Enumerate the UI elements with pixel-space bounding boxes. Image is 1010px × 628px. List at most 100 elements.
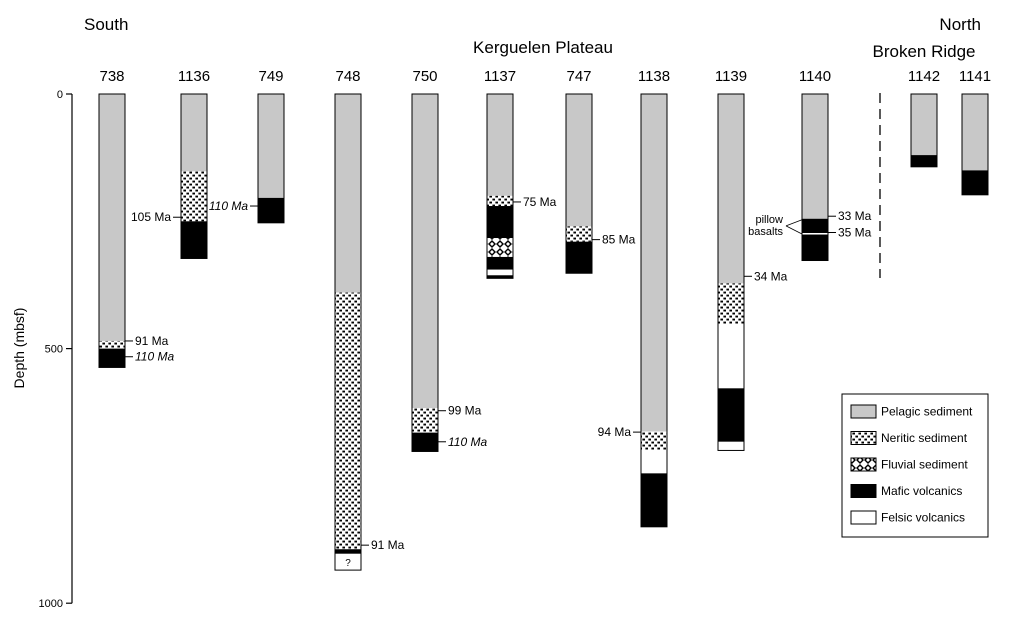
layer-mafic xyxy=(181,221,207,259)
legend-label: Neritic sediment xyxy=(881,431,968,445)
layer-pelagic xyxy=(566,94,592,227)
column-outline xyxy=(961,93,989,196)
column-outline xyxy=(640,93,668,528)
site-column-1140: 1140 33 Ma 35 Ma xyxy=(799,68,872,262)
legend-label: Pelagic sediment xyxy=(881,405,973,419)
site-label: 1136 xyxy=(178,68,210,85)
layer-mafic xyxy=(487,206,513,239)
legend-item-fluvial: Fluvial sediment xyxy=(850,457,968,472)
layer-felsic xyxy=(641,450,667,474)
age-annotation: 94 Ma xyxy=(598,425,632,439)
column-outline xyxy=(98,93,126,368)
column-outline xyxy=(717,93,745,451)
column-outline xyxy=(910,93,938,168)
layer-neritic xyxy=(181,171,207,222)
layer-pelagic xyxy=(335,94,361,293)
broken-ridge-header: Broken Ridge xyxy=(872,42,975,61)
depth-tick-label: 500 xyxy=(45,344,63,356)
site-label: 1140 xyxy=(799,68,831,85)
site-label: 747 xyxy=(566,68,591,85)
kerguelen-plateau-header: Kerguelen Plateau xyxy=(473,38,613,57)
depth-tick-label: 1000 xyxy=(39,598,63,610)
legend: Pelagic sediment Neritic sediment Fluvial … xyxy=(841,393,989,538)
layer-mafic xyxy=(802,234,828,261)
site-label: 1138 xyxy=(638,68,670,85)
layer-mafic xyxy=(718,388,744,442)
age-annotation: 35 Ma xyxy=(838,226,872,240)
south-header: South xyxy=(84,15,128,34)
legend-label: Felsic volcanics xyxy=(881,511,965,525)
layer-felsic xyxy=(718,324,744,389)
legend-label: Fluvial sediment xyxy=(881,458,968,472)
site-label: 1139 xyxy=(715,68,747,85)
layer-neritic xyxy=(487,195,513,207)
layer-mafic xyxy=(487,256,513,270)
layer-mafic xyxy=(962,170,988,195)
column-outline xyxy=(411,93,439,452)
layer-pelagic xyxy=(99,94,125,341)
layer-felsic xyxy=(335,553,361,571)
layer-pelagic xyxy=(258,94,284,198)
age-annotation: 110 Ma xyxy=(209,199,248,213)
site-column-1138: 1138 94 Ma xyxy=(598,68,670,528)
layer-felsic xyxy=(802,233,828,235)
layer-neritic xyxy=(641,431,667,451)
age-annotation: 91 Ma xyxy=(371,538,405,552)
layer-neritic xyxy=(718,283,744,325)
layer-pelagic xyxy=(802,94,828,219)
legend-swatch xyxy=(850,457,877,472)
site-column-750: 750 99 Ma 110 Ma xyxy=(411,68,487,452)
column-outline xyxy=(486,93,514,279)
legend-swatch xyxy=(850,510,877,525)
site-column-1139: 1139 34 Ma xyxy=(715,68,788,451)
layer-mafic xyxy=(258,197,284,223)
site-column-1142: 1142 xyxy=(908,68,940,168)
layer-pelagic xyxy=(911,94,937,156)
site-label: 1137 xyxy=(484,68,516,85)
callout-pointer xyxy=(785,225,803,235)
age-annotation: 99 Ma xyxy=(448,404,482,418)
layer-neritic xyxy=(99,340,125,349)
layer-mafic xyxy=(412,432,438,452)
pillow-basalts-label: pillow xyxy=(755,214,783,226)
layer-fluvial xyxy=(487,238,513,257)
age-annotation: 34 Ma xyxy=(754,269,788,283)
layer-mafic xyxy=(911,155,937,167)
column-outline xyxy=(180,93,208,259)
legend-label: Mafic volcanics xyxy=(881,484,962,498)
layer-mafic xyxy=(802,218,828,234)
legend-swatch xyxy=(850,404,877,419)
depth-axis-label: Depth (mbsf) xyxy=(11,308,27,389)
site-column-748: 748? 91 Ma xyxy=(334,68,405,571)
site-label: 738 xyxy=(99,68,124,85)
site-column-749: 749 110 Ma xyxy=(209,68,285,224)
age-annotation: 33 Ma xyxy=(838,209,872,223)
legend-item-mafic: Mafic volcanics xyxy=(850,484,962,498)
layer-pelagic xyxy=(181,94,207,172)
site-column-747: 747 85 Ma xyxy=(565,68,636,274)
legend-swatch xyxy=(850,484,877,498)
north-header: North xyxy=(939,15,981,34)
age-annotation: 75 Ma xyxy=(523,195,557,209)
layer-pelagic xyxy=(641,94,667,432)
column-outline xyxy=(334,93,362,571)
depth-axis: 0 500 1000 xyxy=(39,89,73,610)
site-column-1141: 1141 xyxy=(959,68,991,196)
layer-pelagic xyxy=(412,94,438,409)
legend-item-felsic: Felsic volcanics xyxy=(850,510,965,525)
layer-neritic xyxy=(566,226,592,242)
callout-pointer xyxy=(785,219,803,227)
column-outline xyxy=(257,93,285,224)
age-annotation: 91 Ma xyxy=(135,334,169,348)
site-label: 1142 xyxy=(908,68,940,85)
legend-item-pelagic: Pelagic sediment xyxy=(850,404,973,419)
depth-tick-label: 0 xyxy=(57,89,63,101)
legend-item-neritic: Neritic sediment xyxy=(850,431,968,445)
site-label: 750 xyxy=(412,68,437,85)
site-column-1136: 1136 105 Ma xyxy=(131,68,210,259)
layer-pelagic xyxy=(962,94,988,171)
legend-swatch xyxy=(850,431,877,445)
uncertain-marker: ? xyxy=(345,558,351,569)
site-columns: 738 91 Ma 110 Ma 1136 105 Ma 749 110 Ma 748? 91 … xyxy=(98,68,991,571)
